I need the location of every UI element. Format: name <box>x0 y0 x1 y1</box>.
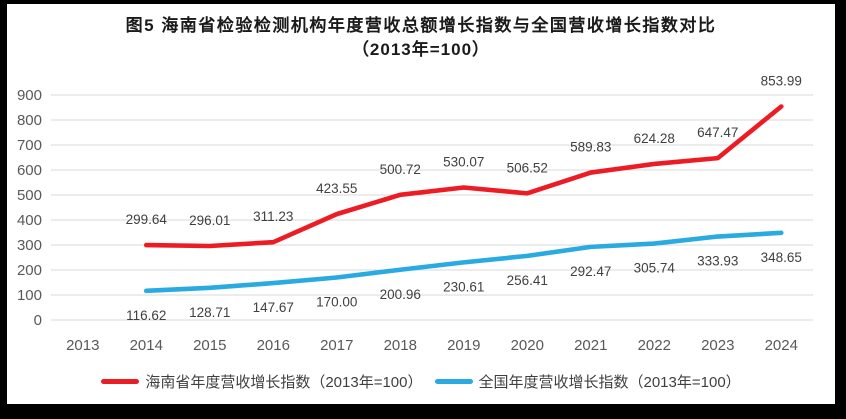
x-axis-tick-label: 2019 <box>447 337 480 354</box>
x-axis-tick-label: 2015 <box>193 337 226 354</box>
data-label: 128.71 <box>189 305 230 320</box>
chart-title: 图5 海南省检验检测机构年度营收总额增长指数与全国营收增长指数对比 （2013年… <box>7 13 835 62</box>
data-label: 333.93 <box>697 254 738 269</box>
data-label: 589.83 <box>570 140 611 155</box>
legend: 海南省年度营收增长指数（2013年=100） 全国年度营收增长指数（2013年=… <box>7 370 835 392</box>
series-line-1 <box>143 230 784 294</box>
y-axis-tick-label: 900 <box>17 87 42 104</box>
chart-canvas: 图5 海南省检验检测机构年度营收总额增长指数与全国营收增长指数对比 （2013年… <box>7 4 835 404</box>
data-label: 530.07 <box>443 154 484 169</box>
data-label: 624.28 <box>634 131 675 146</box>
x-axis-tick-label: 2023 <box>701 337 734 354</box>
data-label: 200.96 <box>380 287 421 302</box>
data-label: 506.52 <box>507 160 548 175</box>
legend-line-swatch-national-icon <box>434 378 473 384</box>
y-axis-tick-label: 800 <box>17 112 42 129</box>
x-axis-tick-label: 2017 <box>320 337 353 354</box>
data-label: 311.23 <box>253 209 293 224</box>
data-label: 299.64 <box>126 212 168 227</box>
data-label: 500.72 <box>380 162 421 177</box>
y-axis-tick-label: 200 <box>17 262 42 279</box>
y-axis-tick-label: 400 <box>17 212 42 229</box>
data-label: 292.47 <box>570 264 611 279</box>
y-axis-tick-label: 100 <box>17 287 42 304</box>
data-label: 423.55 <box>316 181 357 196</box>
x-axis-tick-label: 2024 <box>765 337 798 354</box>
legend-item-national: 全国年度营收增长指数（2013年=100） <box>434 371 741 392</box>
y-axis-tick-label: 0 <box>34 312 42 329</box>
plot-area: 0 100 200 300 400 500 600 700 800 900 2013 2014 2015… <box>17 74 813 354</box>
data-label: 147.67 <box>253 300 294 315</box>
x-axis-tick-label: 2014 <box>130 337 163 354</box>
x-axis-tick-label: 2022 <box>638 337 671 354</box>
y-axis-tick-label: 600 <box>17 162 42 179</box>
x-axis-tick-label: 2020 <box>511 337 544 354</box>
data-label: 230.61 <box>443 279 484 294</box>
data-label: 256.41 <box>507 273 548 288</box>
series-line-0 <box>143 104 784 249</box>
data-label: 348.65 <box>761 250 802 265</box>
legend-item-hainan: 海南省年度营收增长指数（2013年=100） <box>101 371 423 392</box>
x-axis-tick-label: 2016 <box>257 337 290 354</box>
y-axis-tick-label: 500 <box>17 187 42 204</box>
data-label: 296.01 <box>189 213 230 228</box>
chart-title-line1: 图5 海南省检验检测机构年度营收总额增长指数与全国营收增长指数对比 <box>125 16 717 35</box>
x-axis-tick-label: 2021 <box>574 337 607 354</box>
legend-line-swatch-hainan-icon <box>101 378 140 384</box>
chart-title-line2: （2013年=100） <box>351 40 491 59</box>
data-label: 647.47 <box>697 125 738 140</box>
x-axis-tick-label: 2018 <box>384 337 417 354</box>
data-label: 170.00 <box>316 295 357 310</box>
data-label: 116.62 <box>126 308 166 323</box>
y-axis-tick-label: 300 <box>17 237 42 254</box>
data-label: 305.74 <box>634 261 676 276</box>
y-axis-tick-label: 700 <box>17 137 42 154</box>
x-axis-tick-label: 2013 <box>66 337 99 354</box>
data-label: 853.99 <box>761 74 802 89</box>
legend-label-national: 全国年度营收增长指数（2013年=100） <box>478 373 741 391</box>
legend-label-hainan: 海南省年度营收增长指数（2013年=100） <box>145 373 423 391</box>
